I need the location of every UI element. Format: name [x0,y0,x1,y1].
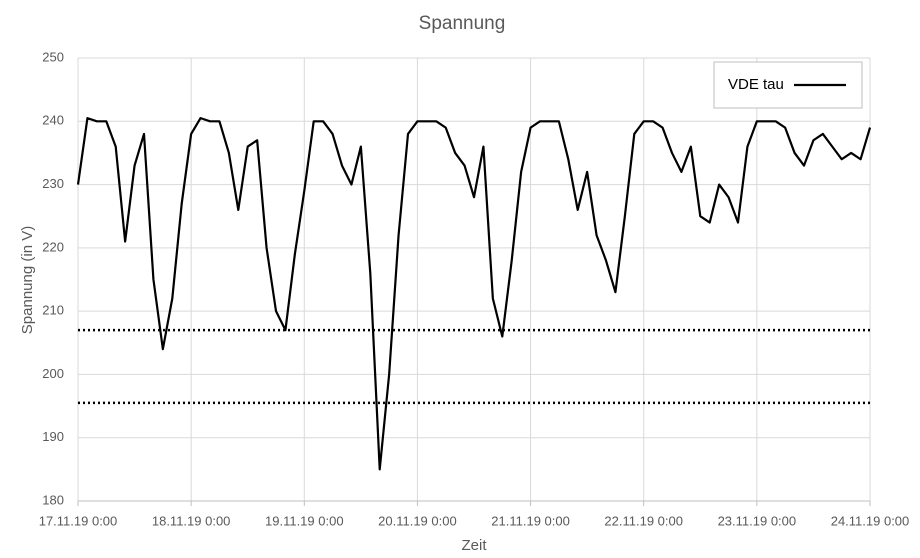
y-tick-label: 210 [42,303,64,318]
legend-label: VDE tau [728,76,784,93]
y-axis-title: Spannung (in V) [19,226,36,334]
y-tick-label: 190 [42,429,64,444]
x-tick-label: 18.11.19 0:00 [152,513,231,528]
x-tick-label: 22.11.19 0:00 [604,513,683,528]
legend: VDE tau [713,61,863,109]
series-line [76,117,872,471]
y-tick-label: 250 [42,49,64,64]
chart-title: Spannung [419,13,506,34]
x-tick-label: 17.11.19 0:00 [39,513,118,528]
x-tick-label: 20.11.19 0:00 [378,513,457,528]
y-tick-label: 240 [42,113,64,128]
y-tick-label: 200 [42,366,64,381]
x-tick-label: 19.11.19 0:00 [265,513,344,528]
x-tick-label: 23.11.19 0:00 [718,513,797,528]
y-tick-label: 230 [42,176,64,191]
y-tick-label: 180 [42,492,64,507]
x-tick-label: 21.11.19 0:00 [491,513,570,528]
x-axis-title: Zeit [461,537,487,554]
y-tick-label: 220 [42,239,64,254]
x-tick-label: 24.11.19 0:00 [831,513,910,528]
